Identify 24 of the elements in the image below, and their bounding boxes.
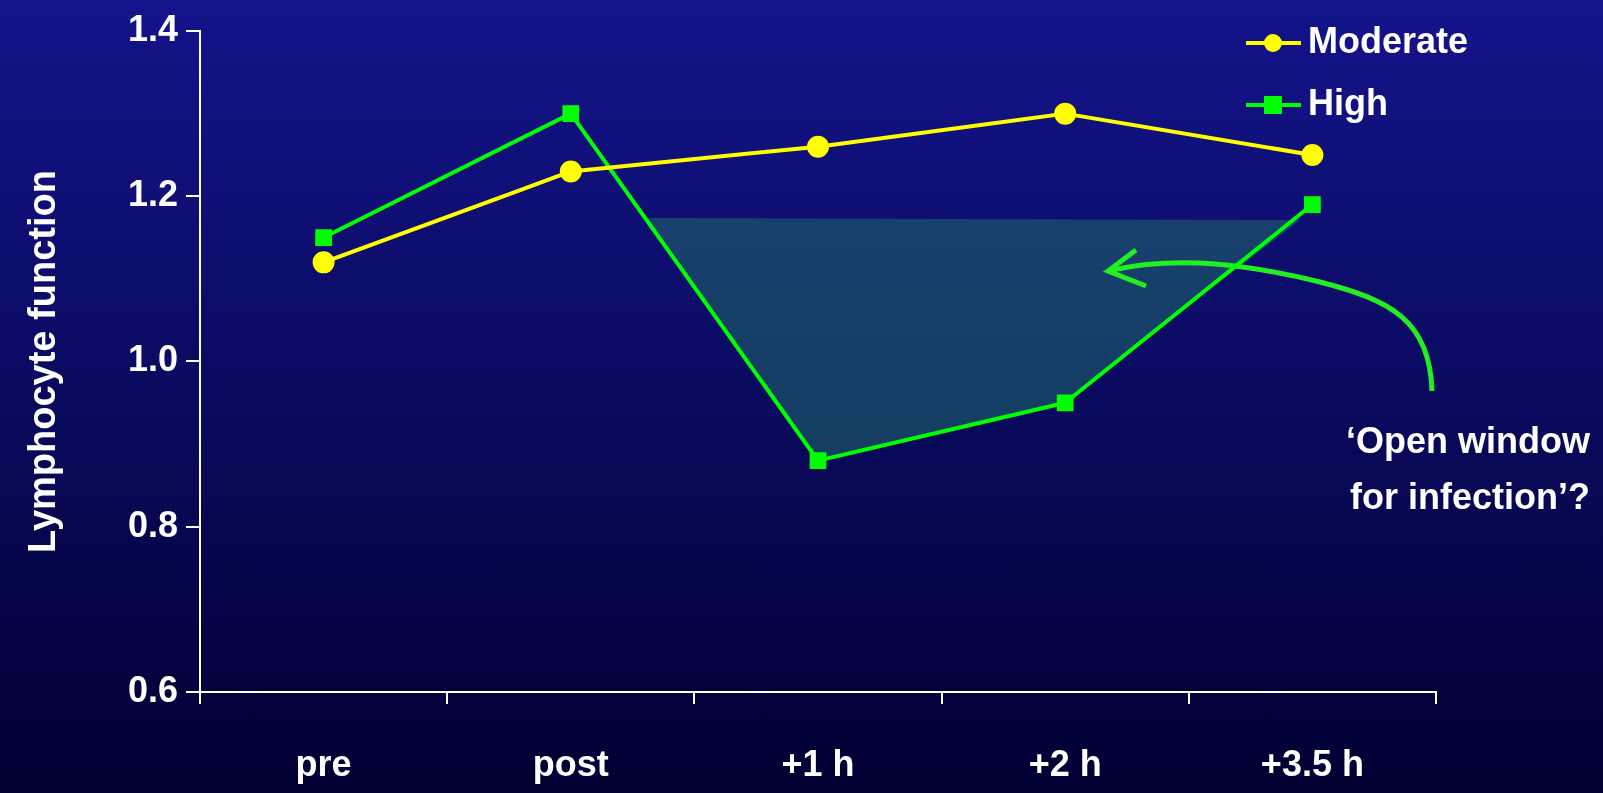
x-tick-label: +3.5 h (1260, 742, 1364, 784)
point (809, 452, 827, 470)
legend-label: High (1307, 81, 1388, 123)
point (1056, 394, 1074, 412)
y-tick-label: 1.0 (127, 338, 178, 380)
x-tick-label: +2 h (1028, 742, 1102, 784)
point (312, 251, 335, 274)
point (1304, 196, 1321, 213)
x-tick-label: pre (295, 742, 352, 784)
legend-label: Moderate (1307, 19, 1468, 61)
point (562, 105, 580, 122)
y-axis-title: Lymphocyte function (21, 170, 64, 553)
x-tick-label: +1 h (781, 742, 855, 784)
point (807, 135, 829, 158)
point (315, 229, 332, 246)
point (559, 160, 582, 183)
annotation: ‘Open window for infection’? (1346, 419, 1591, 517)
x-tick-label: post (532, 742, 609, 784)
y-tick-label: 0.6 (127, 668, 178, 710)
y-tick-label: 1.4 (127, 7, 178, 49)
y-tick-label: 0.8 (127, 503, 178, 545)
point (1301, 143, 1324, 166)
point (1054, 102, 1077, 125)
y-tick-label: 1.2 (127, 173, 178, 215)
